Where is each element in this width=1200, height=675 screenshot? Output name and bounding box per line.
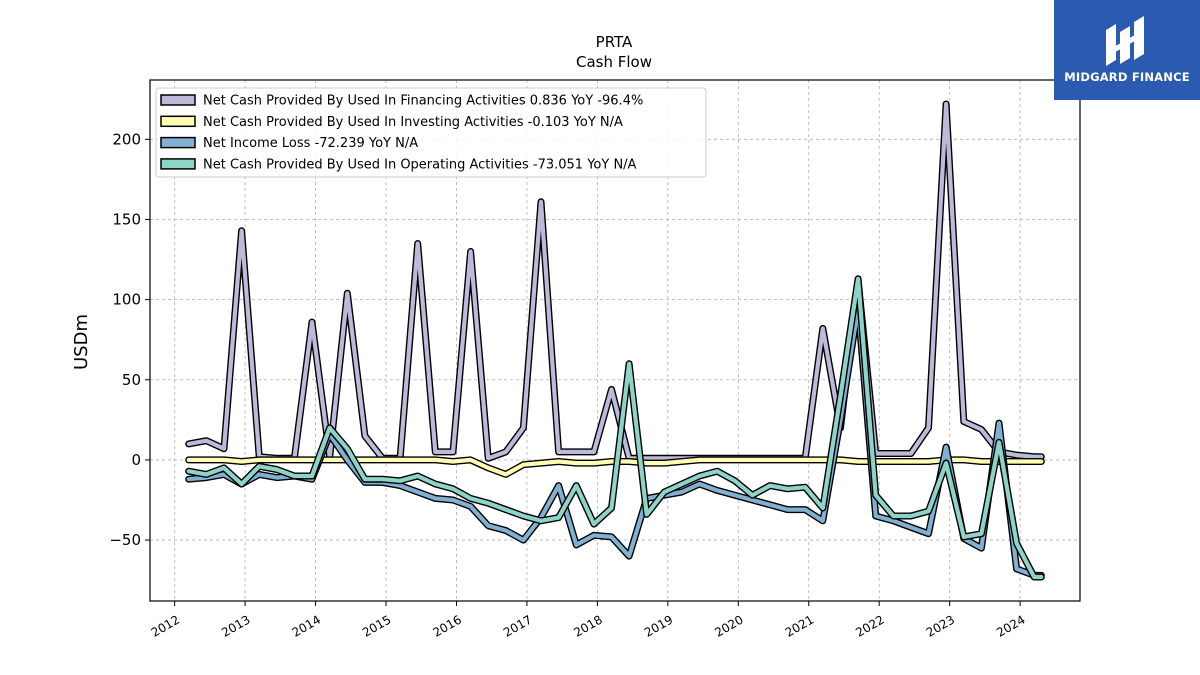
x-tick-label: 2013 xyxy=(219,612,252,639)
legend-box xyxy=(155,87,707,178)
series-line-stroke xyxy=(186,276,1044,580)
y-tick-label: 50 xyxy=(122,371,141,389)
plot-area-frame xyxy=(149,79,1081,602)
chart-title: PRTA xyxy=(596,33,633,51)
midgard-logo-icon xyxy=(1106,16,1144,66)
brand-logo: MIDGARD FINANCE xyxy=(1054,0,1200,100)
y-tick-label: 200 xyxy=(112,130,141,148)
y-tick-label: 100 xyxy=(112,291,141,309)
legend-label: Net Cash Provided By Used In Investing A… xyxy=(203,115,623,130)
x-tick-label: 2014 xyxy=(290,612,323,639)
x-tick-label: 2016 xyxy=(431,612,464,639)
series-line xyxy=(185,304,1045,579)
x-tick-label: 2019 xyxy=(642,612,675,639)
x-tick-label: 2015 xyxy=(360,612,393,639)
legend-label: Net Cash Provided By Used In Operating A… xyxy=(203,157,637,172)
y-tick-label: −50 xyxy=(109,531,141,549)
legend-swatch xyxy=(160,94,196,106)
y-axis-label: USDm xyxy=(71,314,92,370)
x-tick-label: 2024 xyxy=(994,612,1027,639)
x-tick-label: 2012 xyxy=(149,612,182,639)
legend-label: Net Cash Provided By Used In Financing A… xyxy=(203,94,643,109)
x-tick-label: 2021 xyxy=(783,612,816,639)
series-line-stroke xyxy=(186,305,1044,578)
x-tick-label: 2018 xyxy=(571,612,604,639)
y-tick-label: 150 xyxy=(112,210,141,228)
legend: Net Cash Provided By Used In Financing A… xyxy=(155,87,707,178)
series-line-outline xyxy=(185,275,1045,581)
legend-swatch xyxy=(160,115,196,128)
x-tick-label: 2017 xyxy=(501,612,534,639)
series-line xyxy=(185,275,1045,581)
legend-swatch xyxy=(160,136,196,149)
legend-label: Net Income Loss -72.239 YoY N/A xyxy=(203,136,418,151)
legend-swatch xyxy=(160,158,196,170)
y-tick-label: 0 xyxy=(131,451,141,469)
x-tick-label: 2023 xyxy=(924,612,957,639)
x-tick-label: 2020 xyxy=(712,612,745,639)
series-lines xyxy=(185,100,1045,581)
x-tick-label: 2022 xyxy=(853,612,886,639)
axis-ticks: −50 0 50 100 150 200 2012 2013 2014 2015 2016 2017 2… xyxy=(109,130,1027,640)
brand-name: MIDGARD FINANCE xyxy=(1064,70,1190,84)
chart-subtitle: Cash Flow xyxy=(576,53,652,71)
